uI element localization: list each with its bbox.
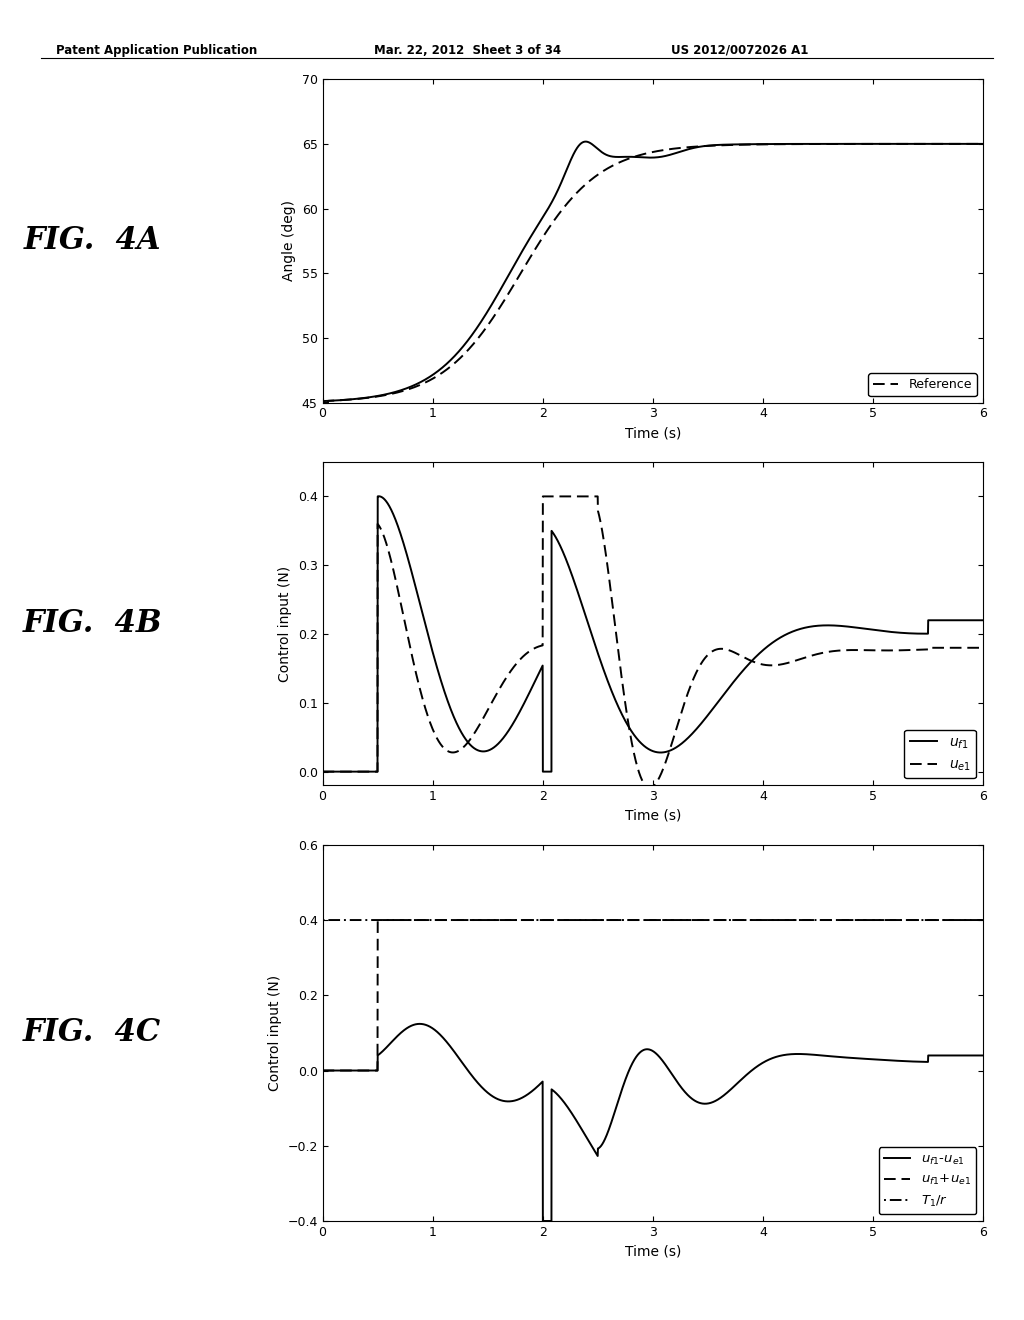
Text: US 2012/0072026 A1: US 2012/0072026 A1 (671, 44, 808, 57)
Legend: $\it{u}_{f1}$-$\it{u}_{e1}$, $\it{u}_{f1}$+$\it{u}_{e1}$, $\it{T}_1$/$\it{r}$: $\it{u}_{f1}$-$\it{u}_{e1}$, $\it{u}_{f1… (879, 1147, 977, 1214)
Legend: $\it{u}_{f1}$, $\it{u}_{e1}$: $\it{u}_{f1}$, $\it{u}_{e1}$ (904, 730, 976, 779)
Text: Patent Application Publication: Patent Application Publication (56, 44, 258, 57)
Y-axis label: Control input (N): Control input (N) (267, 975, 282, 1090)
Y-axis label: Control input (N): Control input (N) (279, 566, 292, 681)
Text: FIG.  4B: FIG. 4B (23, 609, 162, 639)
Text: Mar. 22, 2012  Sheet 3 of 34: Mar. 22, 2012 Sheet 3 of 34 (374, 44, 561, 57)
X-axis label: Time (s): Time (s) (625, 1245, 681, 1258)
Text: FIG.  4C: FIG. 4C (24, 1018, 161, 1048)
Text: FIG.  4A: FIG. 4A (24, 226, 161, 256)
Legend: Reference: Reference (868, 374, 977, 396)
X-axis label: Time (s): Time (s) (625, 426, 681, 440)
X-axis label: Time (s): Time (s) (625, 809, 681, 822)
Y-axis label: Angle (deg): Angle (deg) (283, 201, 296, 281)
